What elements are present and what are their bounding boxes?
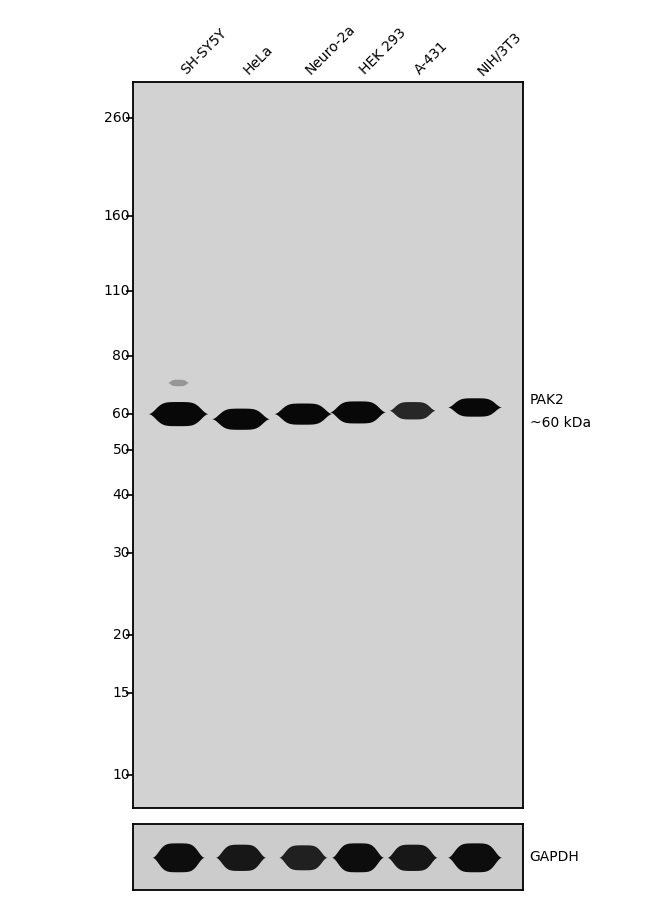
Text: 30: 30 bbox=[112, 547, 130, 561]
Text: GAPDH: GAPDH bbox=[530, 850, 580, 865]
Text: 10: 10 bbox=[112, 768, 130, 782]
Text: HeLa: HeLa bbox=[240, 43, 276, 78]
Text: 50: 50 bbox=[112, 444, 130, 457]
Text: 160: 160 bbox=[103, 209, 130, 223]
Text: PAK2: PAK2 bbox=[530, 393, 564, 407]
Text: 20: 20 bbox=[112, 628, 130, 643]
Text: NIH/3T3: NIH/3T3 bbox=[474, 28, 523, 78]
Text: 80: 80 bbox=[112, 349, 130, 362]
Text: Neuro-2a: Neuro-2a bbox=[303, 22, 358, 78]
Text: ~60 kDa: ~60 kDa bbox=[530, 415, 591, 430]
Text: A-431: A-431 bbox=[412, 39, 450, 78]
Text: HEK 293: HEK 293 bbox=[358, 26, 409, 78]
Text: 110: 110 bbox=[103, 284, 130, 299]
Text: 260: 260 bbox=[103, 110, 130, 125]
Text: 40: 40 bbox=[112, 488, 130, 502]
Text: SH-SY5Y: SH-SY5Y bbox=[178, 26, 229, 78]
Text: 60: 60 bbox=[112, 406, 130, 421]
Text: 15: 15 bbox=[112, 687, 130, 700]
